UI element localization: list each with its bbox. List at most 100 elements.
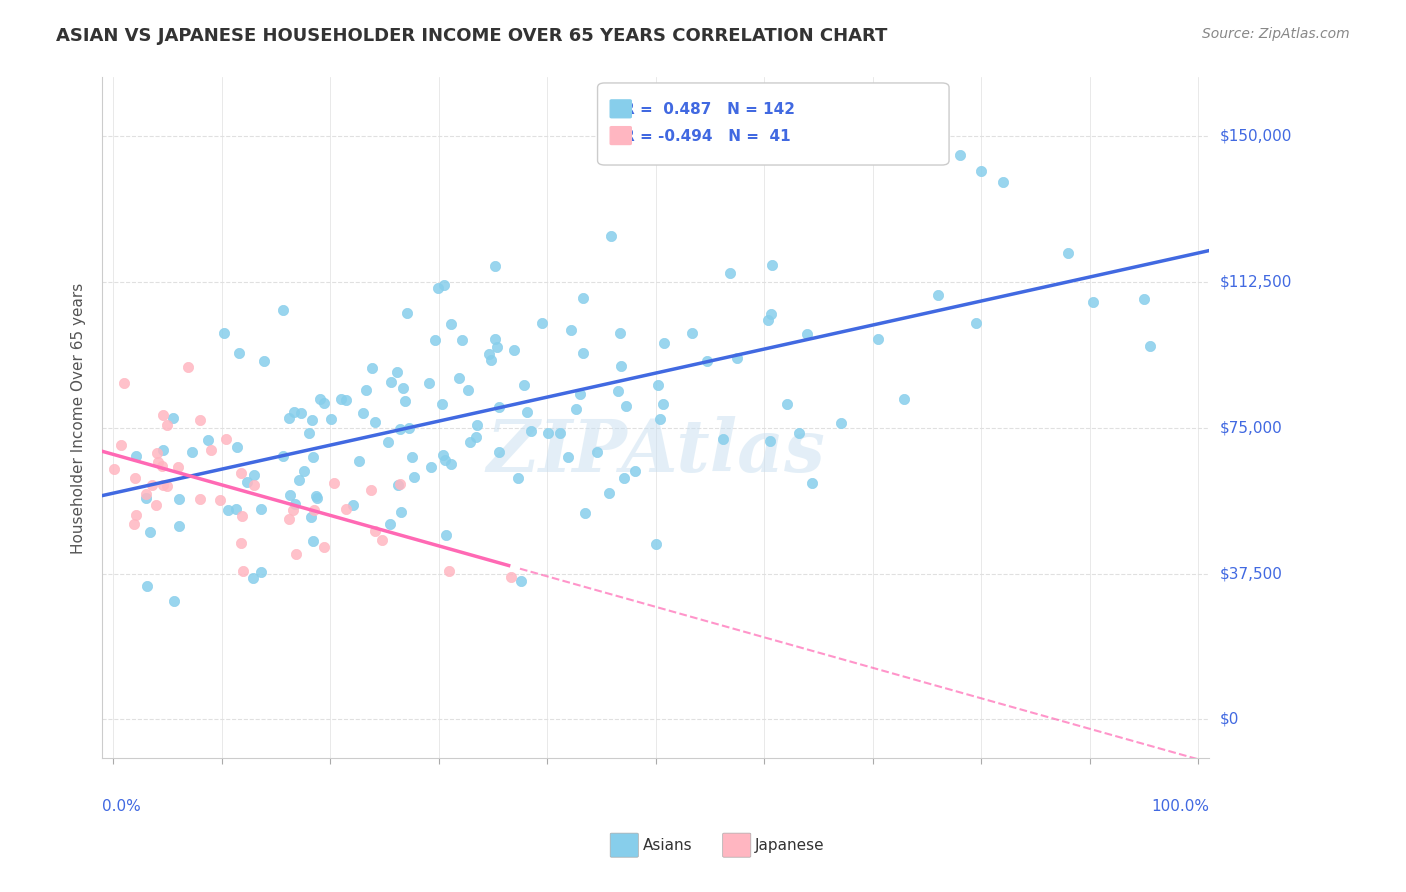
Text: Source: ZipAtlas.com: Source: ZipAtlas.com (1202, 27, 1350, 41)
Point (283, 405, 305, 419)
Point (252, 354, 274, 368)
Point (711, 433, 734, 447)
Point (242, 570, 264, 584)
Point (301, 413, 323, 427)
Point (150, 459, 173, 474)
Point (484, 260, 506, 274)
Point (243, 468, 266, 483)
Point (927, 288, 949, 302)
Text: 100.0%: 100.0% (1152, 799, 1209, 814)
Point (167, 518, 190, 533)
Point (572, 346, 595, 360)
Point (394, 393, 416, 408)
Point (305, 491, 328, 505)
Point (600, 229, 623, 244)
Point (759, 434, 782, 448)
Point (146, 455, 169, 469)
Point (277, 411, 299, 425)
Point (352, 406, 374, 420)
Point (1139, 339, 1161, 353)
Point (519, 424, 541, 438)
Point (319, 412, 342, 426)
Point (156, 479, 179, 493)
Point (433, 278, 456, 293)
Point (124, 471, 146, 485)
Point (478, 347, 501, 361)
Point (277, 512, 299, 526)
Point (434, 453, 457, 467)
Point (309, 392, 332, 406)
Point (214, 432, 236, 446)
Point (650, 412, 672, 426)
Point (681, 326, 703, 340)
Point (796, 326, 818, 341)
Point (614, 399, 637, 413)
Text: Japanese: Japanese (755, 838, 825, 853)
Point (385, 365, 408, 379)
Point (342, 498, 364, 512)
Point (530, 316, 553, 330)
Point (761, 259, 783, 273)
Point (162, 410, 184, 425)
Point (560, 323, 582, 337)
Point (574, 506, 596, 520)
Point (801, 476, 824, 491)
Text: 0.0%: 0.0% (103, 799, 141, 814)
Point (565, 401, 588, 416)
Point (229, 536, 252, 550)
Point (301, 509, 323, 524)
Text: $112,500: $112,500 (1220, 274, 1292, 289)
Point (396, 306, 419, 320)
Point (360, 483, 382, 498)
Point (486, 339, 509, 353)
Point (212, 326, 235, 341)
Point (499, 570, 522, 584)
Point (152, 443, 174, 458)
Point (284, 497, 307, 511)
Point (1081, 295, 1104, 310)
Point (991, 176, 1014, 190)
Text: R = -0.494   N =  41: R = -0.494 N = 41 (623, 129, 790, 144)
Point (787, 425, 810, 440)
Point (302, 534, 325, 549)
Point (451, 333, 474, 347)
Point (645, 536, 668, 550)
Point (110, 438, 132, 452)
Point (948, 148, 970, 162)
Point (361, 361, 384, 376)
Point (380, 375, 402, 389)
Point (609, 359, 631, 373)
Text: $150,000: $150,000 (1220, 128, 1292, 144)
Point (152, 478, 174, 492)
Point (297, 426, 319, 441)
Point (389, 505, 412, 519)
Point (335, 502, 357, 516)
Point (304, 503, 326, 517)
Point (122, 516, 145, 531)
Point (866, 332, 889, 346)
Point (364, 415, 387, 429)
Point (146, 446, 169, 460)
Point (209, 493, 232, 508)
Point (404, 469, 426, 483)
Point (323, 475, 346, 490)
Point (356, 383, 378, 397)
Point (830, 417, 852, 431)
Point (457, 383, 479, 397)
Point (437, 564, 460, 578)
Point (197, 433, 219, 447)
Point (305, 489, 328, 503)
Point (725, 351, 748, 365)
Point (652, 336, 675, 351)
Point (231, 508, 253, 523)
Point (139, 524, 162, 539)
Point (190, 413, 212, 427)
Point (301, 450, 323, 464)
Point (759, 307, 782, 321)
Text: $0: $0 (1220, 712, 1240, 727)
Point (271, 303, 294, 318)
Point (548, 425, 571, 440)
Point (624, 464, 647, 478)
Point (606, 384, 628, 398)
Point (609, 326, 631, 340)
